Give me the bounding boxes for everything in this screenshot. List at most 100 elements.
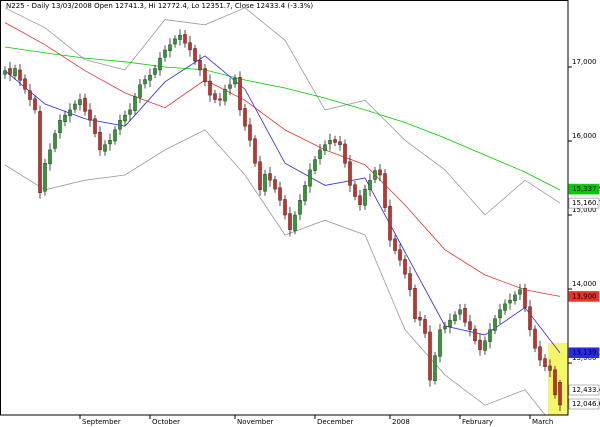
last-value-box xyxy=(568,197,600,209)
last-value-box xyxy=(568,347,600,359)
candle-body xyxy=(523,288,527,308)
candle-body xyxy=(408,273,412,290)
candle-body xyxy=(88,109,92,121)
plot-area xyxy=(3,7,562,415)
candle-body xyxy=(398,249,402,261)
candle-body xyxy=(348,161,352,186)
candle-body xyxy=(528,306,532,330)
candle-body xyxy=(153,68,157,75)
candle-body xyxy=(453,314,457,322)
candle-body xyxy=(158,57,162,71)
overlay-line xyxy=(4,7,561,216)
last-value-box xyxy=(568,291,600,302)
candle-body xyxy=(148,74,152,81)
candle-body xyxy=(353,184,357,197)
candle-body xyxy=(373,170,377,180)
overlay-line xyxy=(4,46,561,191)
candle-body xyxy=(318,149,322,159)
overlay-line xyxy=(4,129,546,415)
candle-body xyxy=(283,199,287,216)
candle-body xyxy=(238,77,242,111)
candle-body xyxy=(488,329,492,342)
last-value-label: 13,900 xyxy=(572,292,597,300)
candle-body xyxy=(483,340,487,351)
x-tick-label: September xyxy=(82,418,121,426)
candle-body xyxy=(438,329,442,357)
x-tick-label: November xyxy=(237,418,274,426)
candle-body xyxy=(248,124,252,141)
candle-body xyxy=(228,84,232,89)
candle-body xyxy=(323,144,327,151)
candle-body xyxy=(468,321,472,330)
candle-body xyxy=(113,129,117,142)
candle-body xyxy=(183,34,187,44)
candle-body xyxy=(403,259,407,275)
x-tick-label: February xyxy=(462,418,493,426)
candle-body xyxy=(493,318,497,331)
highlight xyxy=(548,343,568,415)
candle-body xyxy=(473,328,477,342)
candle-body xyxy=(538,346,542,361)
candle-body xyxy=(98,131,102,151)
candle-body xyxy=(163,49,167,58)
candle-body xyxy=(198,60,202,71)
candle-body xyxy=(278,187,282,201)
candle-body xyxy=(558,381,562,406)
last-value-label: 15,337.9 xyxy=(572,185,600,193)
candle-body xyxy=(393,238,397,251)
candle-body xyxy=(448,319,452,327)
candle-body xyxy=(303,185,307,202)
candle-body xyxy=(53,133,57,149)
candle-body xyxy=(513,294,517,302)
candle-body xyxy=(478,339,482,350)
candle-body xyxy=(423,319,427,334)
last-value-box xyxy=(568,398,600,410)
candle-body xyxy=(458,309,462,315)
candle-body xyxy=(543,358,547,367)
candle-body xyxy=(313,159,317,171)
candle-body xyxy=(218,98,222,101)
candle-body xyxy=(368,180,372,191)
candle-body xyxy=(73,103,77,110)
candle-body xyxy=(358,195,362,205)
candle-body xyxy=(93,118,97,134)
candle-body xyxy=(103,144,107,152)
last-value-label: 15,160.7 xyxy=(572,199,600,207)
candle-body xyxy=(463,308,467,323)
x-tick-label: October xyxy=(152,418,180,426)
candle-body xyxy=(23,78,27,90)
candle-body xyxy=(443,325,447,330)
candle-body xyxy=(548,365,552,371)
candle-body xyxy=(338,141,342,145)
candle-body xyxy=(288,213,292,231)
candle-body xyxy=(143,79,147,85)
candle-body xyxy=(388,205,392,241)
candle-body xyxy=(3,70,7,75)
candle-body xyxy=(518,289,522,295)
last-value-box xyxy=(568,183,600,195)
candle-body xyxy=(83,97,87,112)
candle-body xyxy=(48,149,52,165)
candle-body xyxy=(268,173,272,181)
candle-body xyxy=(208,80,212,96)
candle-body xyxy=(108,140,112,145)
candle-body xyxy=(233,77,237,85)
candle-body xyxy=(118,120,122,130)
candle-body xyxy=(188,42,192,51)
candle-body xyxy=(128,109,132,115)
x-tick-label: December xyxy=(317,418,353,426)
candle-body xyxy=(308,169,312,187)
candle-body xyxy=(138,84,142,98)
last-value-label: 12,433.4 xyxy=(572,386,600,394)
candle-body xyxy=(43,163,47,192)
x-tick-label: March xyxy=(532,418,553,426)
y-tick-label: 17,000 xyxy=(572,58,597,66)
overlay-line xyxy=(4,22,561,297)
candle-body xyxy=(328,140,332,145)
y-tick-label: 13,000 xyxy=(572,354,597,362)
candle-body xyxy=(378,169,382,176)
candle-body xyxy=(178,34,182,40)
candle-body xyxy=(18,69,22,81)
candle-body xyxy=(253,138,257,164)
